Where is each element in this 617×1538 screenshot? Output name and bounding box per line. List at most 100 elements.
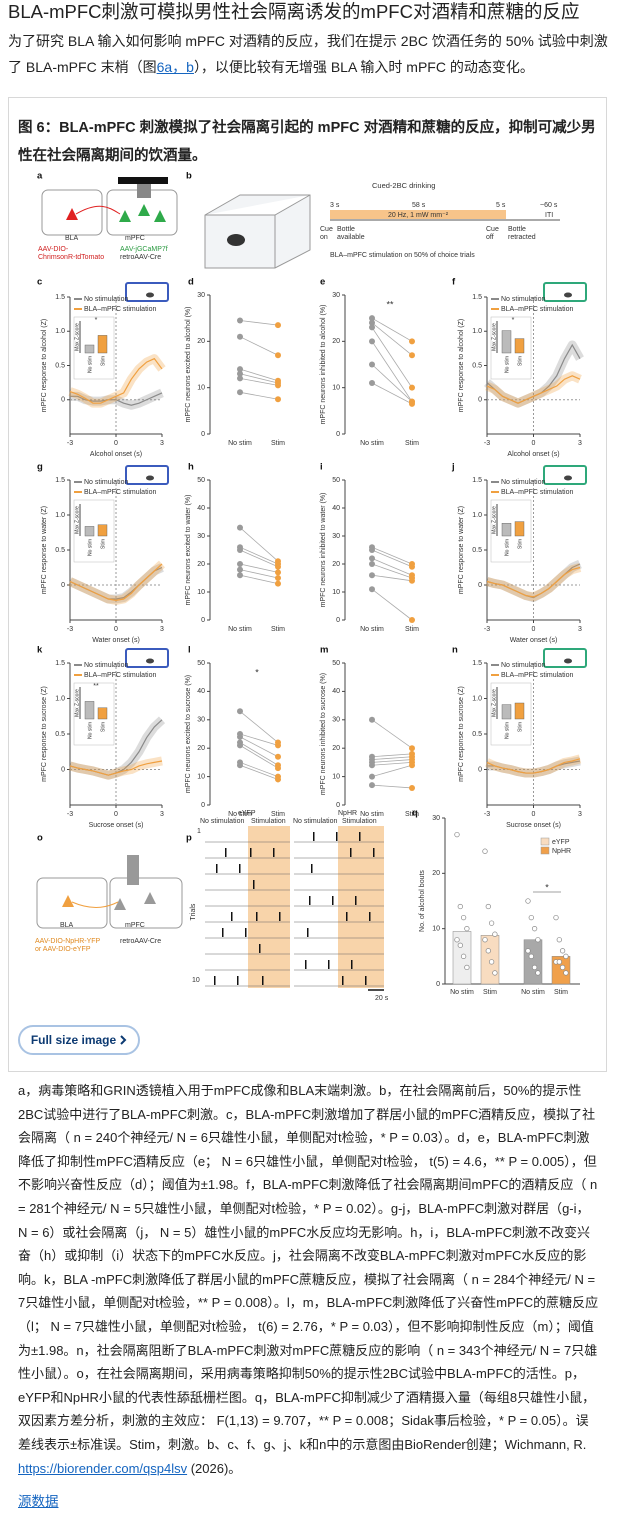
panel-letter: q: [412, 808, 418, 819]
y-tick-label: 40: [332, 505, 340, 512]
inset-bar: [97, 335, 108, 354]
caption-link[interactable]: https://biorender.com/qsp4lsv: [18, 1460, 188, 1476]
dot: [237, 566, 243, 573]
neuron: [138, 204, 150, 216]
x-tick-label: 3: [160, 440, 164, 447]
dot: [369, 555, 375, 562]
inset-bar: [514, 702, 525, 720]
stim-zone: [338, 826, 384, 988]
lick: [256, 912, 258, 921]
lick: [355, 896, 357, 905]
axis-label: mPFC neurons inhibited to water (%): [320, 493, 327, 608]
neuron: [114, 898, 126, 910]
bar: [480, 935, 500, 985]
label: off: [486, 234, 494, 241]
cage: [204, 194, 311, 269]
axis-label: mPFC response to water (Z): [41, 506, 48, 594]
legend-label: No stimulation: [84, 296, 128, 303]
x-tick-label: Stim: [271, 811, 285, 818]
pair-line: [371, 558, 413, 576]
dot: [559, 964, 566, 971]
label: BLA–mPFC stimulation on 50% of choice tr…: [330, 252, 475, 259]
y-tick-label: 20: [197, 745, 205, 752]
inset-bar: [84, 701, 95, 720]
inset-axis-label: Max Z-score: [491, 689, 497, 717]
header: Stimulation: [251, 818, 286, 825]
axis-label: Trials: [190, 903, 197, 920]
inset-bar: [501, 704, 512, 720]
label: AAV-DIO-: [38, 246, 69, 253]
dot: [237, 389, 243, 396]
pair-line: [371, 753, 413, 758]
y-tick-label: 40: [197, 688, 205, 695]
significance: *: [95, 317, 98, 324]
lick: [332, 896, 334, 905]
axis-label: Water onset (s): [92, 637, 140, 644]
icon-mouse: [564, 292, 572, 298]
label: AAV-DIO-NpHR-YFP: [35, 938, 101, 945]
x-tick-label: No stim: [521, 989, 545, 996]
label: Bottle: [337, 226, 355, 233]
y-tick-label: 0: [478, 397, 482, 404]
y-tick-label: 30: [197, 717, 205, 724]
inset-axis-label: Max Z-score: [74, 506, 80, 534]
dot: [409, 784, 415, 791]
y-tick-label: 0.5: [472, 731, 482, 738]
label: BLA: [65, 235, 79, 242]
y-tick-label: 50: [332, 660, 340, 667]
icon-mouse: [146, 475, 154, 481]
source-data-link[interactable]: 源数据: [18, 1494, 59, 1509]
pair-line: [239, 368, 279, 382]
dot: [369, 324, 375, 331]
x-tick-label: 0: [114, 811, 118, 818]
dot: [237, 547, 243, 553]
pair-line: [371, 588, 413, 621]
legend-label: BLA–mPFC stimulation: [84, 672, 156, 679]
lick: [216, 864, 218, 873]
inset-box: [73, 499, 115, 563]
y-tick-label: 0.5: [55, 362, 65, 369]
inset-bar: [514, 521, 525, 537]
dot: [237, 370, 243, 377]
lick: [359, 832, 361, 841]
y-tick-label: 20: [197, 561, 205, 568]
mouse: [227, 234, 245, 246]
lick: [351, 960, 353, 969]
neuron: [62, 895, 74, 907]
icon: [125, 282, 169, 302]
y-tick-label: 0: [436, 981, 440, 988]
label: ChrimsonR-tdTomato: [38, 254, 104, 261]
dot: [369, 380, 375, 387]
panel-letter: j: [451, 462, 455, 473]
stim-zone: [248, 826, 290, 988]
pair-line: [239, 569, 279, 579]
fiber: [127, 855, 139, 885]
x-tick-label: -3: [484, 626, 490, 633]
y-tick-label: 0.5: [55, 547, 65, 554]
header: Stimulation: [342, 818, 377, 825]
dot: [369, 361, 375, 368]
curve: [69, 357, 163, 404]
dot: [531, 926, 538, 932]
pair-line: [239, 742, 279, 766]
text: a，病毒策略和GRIN透镜植入用于mPFC成像和BLA末端刺激。b，在社会隔离前…: [18, 1083, 599, 1452]
x-tick-label: 0: [114, 626, 118, 633]
axis-label: mPFC neurons inhibited to alcohol (%): [320, 305, 327, 425]
dot: [275, 563, 281, 570]
icon: [543, 282, 587, 302]
dot: [409, 400, 415, 407]
projection: [75, 205, 121, 215]
axis-label: Sucrose onset (s): [506, 822, 561, 829]
icon: [125, 648, 169, 668]
dot: [369, 782, 375, 789]
icon-mouse: [564, 475, 572, 481]
button-label: Full size image: [30, 1033, 117, 1047]
panel-letter: f: [452, 277, 456, 288]
dot: [369, 716, 375, 723]
full-size-button[interactable]: Full size image: [18, 1025, 140, 1055]
pair-line: [371, 382, 413, 405]
dot: [237, 762, 243, 769]
x-tick-label: Stim: [271, 440, 285, 447]
pair-line: [239, 320, 279, 326]
figure-link[interactable]: 6a，b: [156, 59, 194, 75]
